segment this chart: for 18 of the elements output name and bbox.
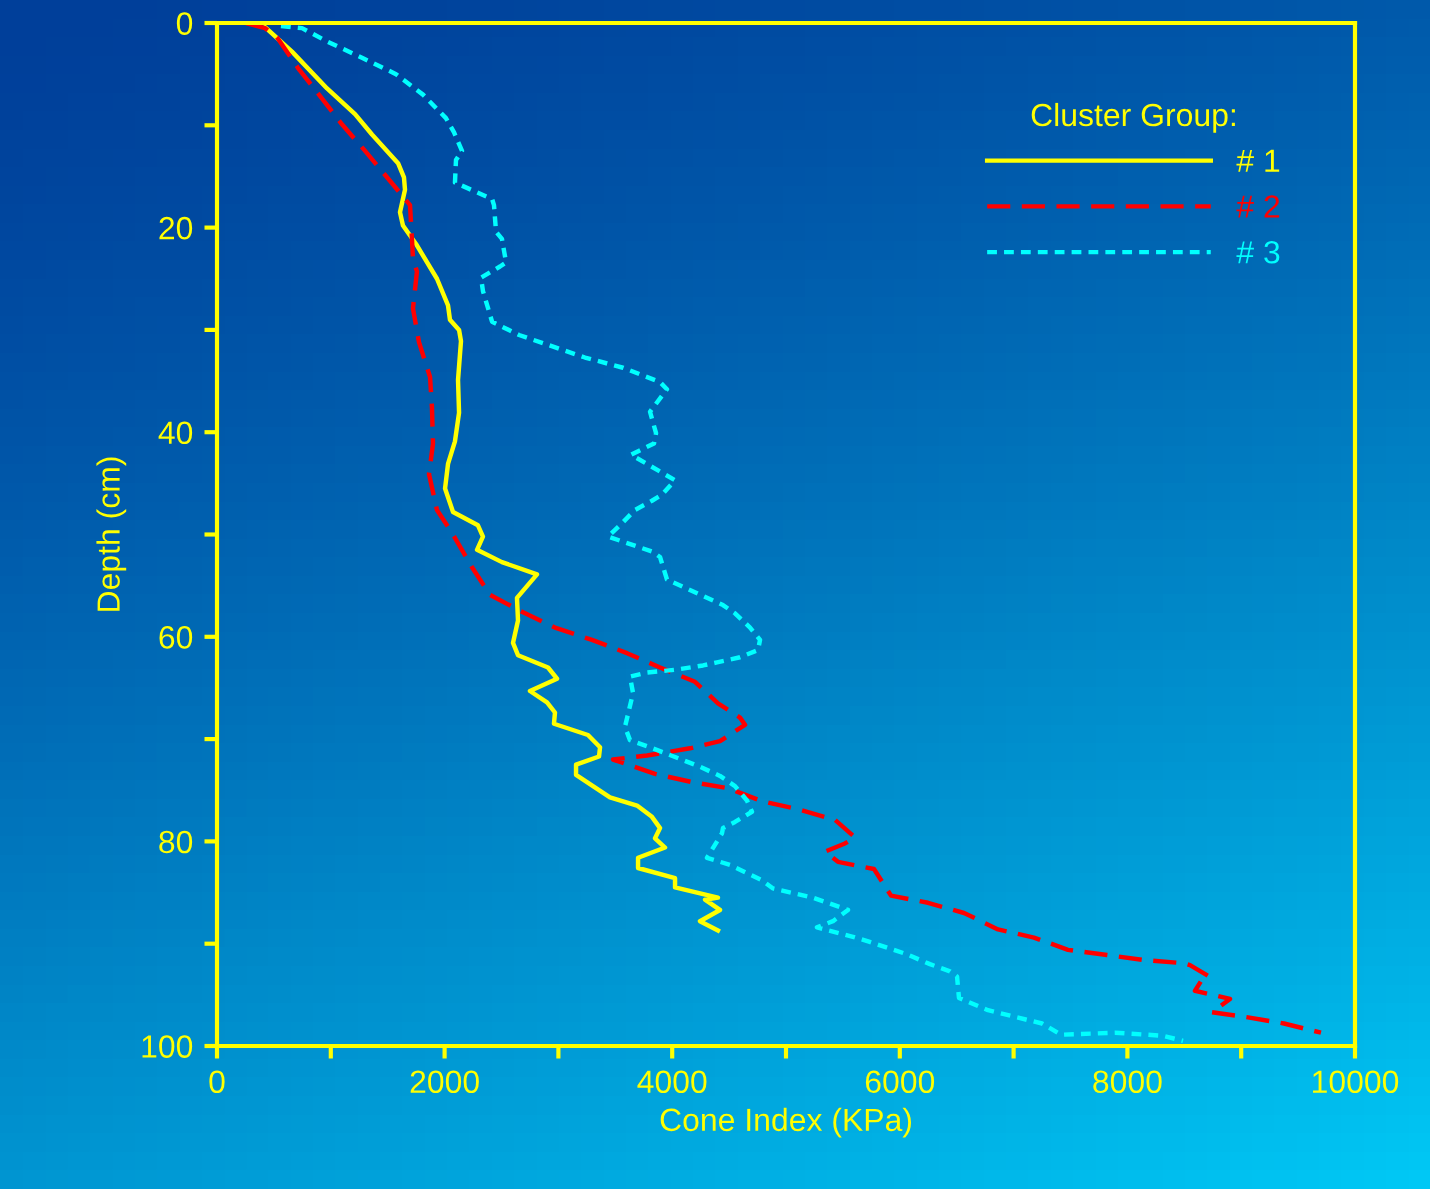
x-tick-label: 0 (209, 1070, 225, 1094)
y-tick-label: 20 (159, 216, 193, 240)
x-tick-label: 2000 (410, 1070, 479, 1094)
y-tick-label: 60 (159, 626, 193, 649)
y-tick-label: 40 (158, 421, 193, 445)
x-axis-title: Cone Index (KPa) (660, 1107, 911, 1138)
legend-title: Cluster Group: (1031, 102, 1235, 133)
y-tick-label: 0 (176, 12, 193, 35)
text: # 1 (1236, 149, 1280, 172)
y-axis-title: Depth (cm) (96, 457, 127, 611)
x-tick-label: 4000 (637, 1070, 707, 1094)
text: # 3 (1236, 240, 1280, 264)
text: # 2 (1236, 195, 1280, 218)
y-tick-label: 100 (142, 1035, 193, 1058)
x-tick-label: 6000 (865, 1070, 935, 1094)
y-tick-label: 80 (159, 830, 193, 854)
x-tick-label: 10000 (1313, 1070, 1399, 1094)
x-tick-label: 8000 (1093, 1070, 1162, 1094)
